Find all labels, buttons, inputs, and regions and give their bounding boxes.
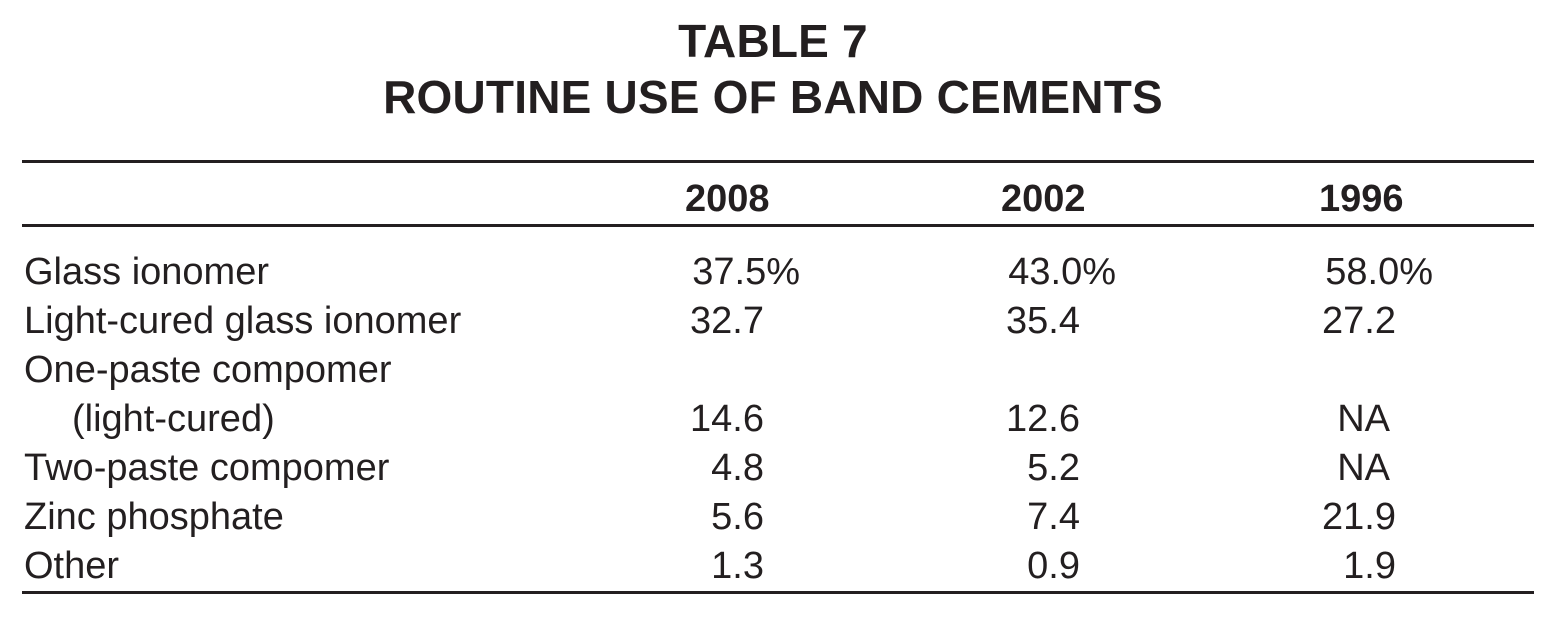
table-row: Zinc phosphate 5.6 7.4 21.9 — [0, 493, 1546, 542]
cell-2008: 37.5% — [692, 251, 800, 293]
row-label: Glass ionomer — [24, 251, 269, 293]
cell-2002: 12.6 — [1006, 398, 1080, 440]
cell-1996: NA — [1337, 398, 1390, 440]
cell-2002: 35.4 — [1006, 300, 1080, 342]
cell-2008: 5.6 — [711, 496, 764, 538]
cell-2002: 5.2 — [1027, 447, 1080, 489]
header-rule — [22, 224, 1534, 227]
cell-1996: 21.9 — [1322, 496, 1396, 538]
top-rule — [22, 160, 1534, 163]
cell-2008: 32.7 — [690, 300, 764, 342]
column-header-2008: 2008 — [685, 178, 770, 220]
row-label: Other — [24, 545, 120, 587]
cell-2002: 43.0% — [1008, 251, 1116, 293]
table-title: TABLE 7 — [678, 15, 868, 67]
row-label: One-paste compomer — [24, 349, 392, 391]
cell-1996: NA — [1337, 447, 1390, 489]
row-label: Light-cured glass ionomer — [24, 300, 462, 342]
table-row: Other 1.3 0.9 1.9 — [0, 542, 1546, 591]
cell-1996: 58.0% — [1325, 251, 1433, 293]
cell-1996: 1.9 — [1343, 545, 1396, 587]
table-row-continued: (light-cured) 14.6 12.6 NA — [0, 395, 1546, 444]
column-header-1996: 1996 — [1319, 178, 1404, 220]
cell-1996: 27.2 — [1322, 300, 1396, 342]
cell-2002: 7.4 — [1027, 496, 1080, 538]
cell-2008: 14.6 — [690, 398, 764, 440]
table-row: Light-cured glass ionomer 32.7 35.4 27.2 — [0, 297, 1546, 346]
cell-2008: 4.8 — [711, 447, 764, 489]
table-row: Two-paste compomer 4.8 5.2 NA — [0, 444, 1546, 493]
row-label: Zinc phosphate — [24, 496, 284, 538]
row-label-continued: (light-cured) — [72, 398, 275, 440]
bottom-rule — [22, 591, 1534, 594]
row-label: Two-paste compomer — [24, 447, 390, 489]
cell-2008: 1.3 — [711, 545, 764, 587]
cell-2002: 0.9 — [1027, 545, 1080, 587]
table-subtitle: ROUTINE USE OF BAND CEMENTS — [383, 71, 1163, 123]
column-header-2002: 2002 — [1001, 178, 1086, 220]
table-row: Glass ionomer 37.5% 43.0% 58.0% — [0, 248, 1546, 297]
table-row: One-paste compomer — [0, 346, 1546, 395]
